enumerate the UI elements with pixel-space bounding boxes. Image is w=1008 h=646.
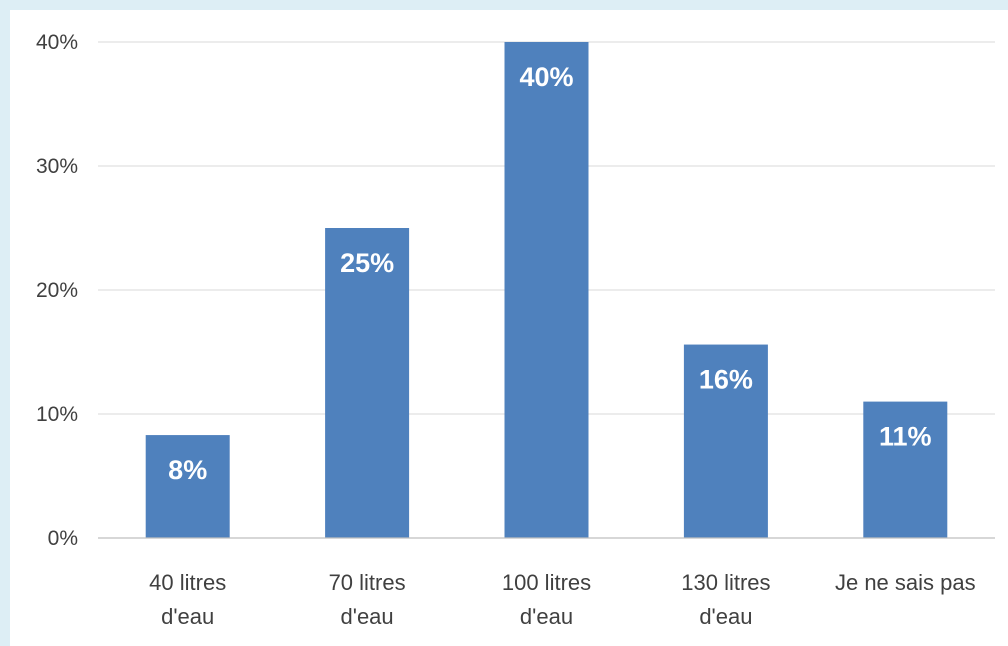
y-tick-label: 10% [36, 403, 78, 426]
bar-chart: 0% 10% 20% 30% 40% 8% 25% 40% 16% 11% 40 litres d… [36, 31, 995, 629]
x-category-label: d'eau [699, 604, 752, 629]
x-category-label: 100 litres [502, 570, 591, 595]
x-category-label: Je ne sais pas [835, 570, 976, 595]
y-axis-ticks: 0% 10% 20% 30% 40% [36, 31, 78, 550]
data-label: 40% [519, 62, 573, 92]
bars [145, 42, 948, 538]
x-category-label: 70 litres [329, 570, 406, 595]
bar [325, 228, 410, 538]
bar [504, 42, 589, 538]
y-tick-label: 30% [36, 155, 78, 178]
bar [683, 344, 768, 538]
y-tick-label: 20% [36, 279, 78, 302]
bar [863, 401, 948, 538]
chart-frame: 0% 10% 20% 30% 40% 8% 25% 40% 16% 11% 40 litres d… [10, 10, 1008, 646]
x-category-label: d'eau [341, 604, 394, 629]
y-tick-label: 40% [36, 31, 78, 54]
data-label: 11% [879, 422, 932, 452]
x-category-label: d'eau [161, 604, 214, 629]
x-category-label: 130 litres [681, 570, 770, 595]
data-labels: 8% 25% 40% 16% 11% [168, 62, 931, 485]
bar [145, 435, 230, 538]
data-label: 8% [168, 455, 207, 485]
x-category-label: d'eau [520, 604, 573, 629]
data-label: 16% [699, 365, 753, 395]
x-category-label: 40 litres [149, 570, 226, 595]
data-label: 25% [340, 248, 394, 278]
x-axis-categories: 40 litres d'eau 70 litres d'eau 100 litres d'… [149, 570, 975, 629]
y-tick-label: 0% [48, 527, 78, 550]
